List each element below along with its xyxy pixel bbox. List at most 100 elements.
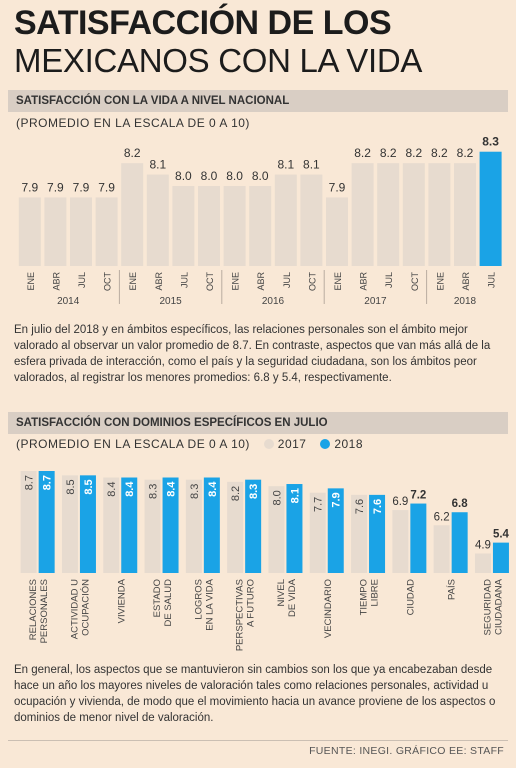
domain-category-label: DE SALUD: [163, 579, 174, 627]
timeline-value-label: 7.9: [47, 180, 64, 194]
timeline-bar: [44, 197, 67, 266]
timeline-month-label: OCT: [205, 272, 215, 292]
domain-category-label: ESTADO: [152, 579, 163, 617]
domain-bar-2018: [492, 542, 509, 573]
timeline-bar: [326, 197, 348, 266]
domain-bar-2017: [227, 481, 244, 573]
domain-value-label: 7.2: [410, 490, 426, 502]
domain-bar-2018: [203, 477, 220, 573]
domain-value-label: 6.2: [434, 511, 450, 523]
domain-value-label: 8.0: [271, 490, 283, 505]
footer-divider: [8, 740, 508, 741]
timeline-year-label: 2015: [159, 296, 182, 307]
domain-category-label: PERSPECTIVAS: [235, 579, 246, 651]
domain-value-label: 8.7: [24, 475, 36, 490]
timeline-value-label: 7.9: [21, 180, 38, 194]
domain-value-label: 8.3: [148, 484, 160, 499]
timeline-value-label: 8.2: [354, 146, 371, 160]
domain-value-label: 7.9: [331, 492, 343, 507]
timeline-month-label: ABR: [154, 272, 164, 291]
domain-category-label: RELACIONES: [28, 579, 39, 640]
domain-category-label: VIVIENDA: [116, 578, 127, 623]
domain-bar-2017: [433, 525, 450, 573]
timeline-value-label: 8.0: [226, 169, 243, 183]
section1-subtitle: (PROMEDIO EN LA ESCALA DE 0 A 10): [16, 116, 250, 130]
timeline-year-label: 2016: [262, 296, 285, 307]
domain-value-label: 8.4: [106, 482, 118, 497]
timeline-bar: [428, 163, 451, 266]
main-title-line2: MEXICANOS CON LA VIDA: [14, 42, 423, 79]
section2-heading: SATISFACCIÓN CON DOMINIOS ESPECÍFICOS EN…: [8, 412, 508, 434]
domain-bar-2017: [103, 477, 120, 573]
domain-value-label: 6.9: [392, 496, 408, 508]
timeline-bar: [479, 151, 502, 266]
domain-category-label: EN LA VIDA: [204, 578, 215, 630]
domain-value-label: 8.5: [83, 479, 95, 494]
domain-bar-2018: [121, 477, 138, 573]
domain-bar-2018: [451, 512, 468, 573]
domain-value-label: 8.2: [230, 486, 242, 501]
legend-2018-label: 2018: [334, 437, 364, 451]
timeline-value-label: 7.9: [329, 180, 346, 194]
domain-value-label: 8.4: [166, 481, 178, 497]
timeline-bar: [300, 174, 323, 266]
timeline-year-label: 2014: [57, 296, 80, 307]
domain-value-label: 8.3: [189, 484, 201, 499]
domain-value-label: 7.6: [372, 499, 384, 514]
domain-value-label: 8.4: [207, 481, 219, 497]
timeline-month-label: JUL: [77, 272, 87, 288]
domain-category-label: VECINDARIO: [323, 579, 334, 638]
domain-bar-2018: [369, 494, 386, 573]
timeline-value-label: 8.2: [380, 146, 397, 160]
domain-bar-2017: [474, 553, 491, 573]
timeline-bar: [377, 163, 400, 266]
domain-value-label: 7.7: [313, 497, 325, 512]
timeline-value-label: 8.2: [124, 146, 141, 160]
domain-bar-2017: [185, 479, 202, 573]
domain-value-label: 8.5: [65, 479, 77, 494]
section2-subtitle-row: (PROMEDIO EN LA ESCALA DE 0 A 10) 2017 2…: [16, 437, 363, 451]
timeline-month-label: ENE: [128, 272, 138, 291]
timeline-value-label: 8.0: [175, 169, 192, 183]
domain-value-label: 8.7: [42, 475, 54, 490]
timeline-month-label: OCT: [307, 272, 317, 292]
legend-2018-swatch: [320, 439, 331, 449]
domain-bar-2017: [309, 492, 326, 573]
domain-category-label: LIBRE: [370, 579, 381, 606]
paragraph-2: En general, los aspectos que se mantuvie…: [14, 664, 496, 724]
timeline-bar: [146, 174, 169, 266]
domain-value-label: 7.6: [354, 499, 366, 514]
timeline-month-label: OCT: [103, 272, 113, 292]
timeline-month-label: ABR: [51, 272, 61, 291]
timeline-month-label: ENE: [435, 272, 445, 291]
timeline-month-label: JUL: [179, 272, 189, 288]
domain-bar-2017: [268, 486, 285, 573]
domain-value-label: 5.4: [493, 529, 510, 541]
timeline-bar: [249, 186, 272, 266]
timeline-month-label: JUL: [282, 272, 292, 288]
section1-heading: SATISFACCIÓN CON LA VIDA A NIVEL NACIONA…: [8, 90, 508, 112]
domain-bar-2018: [245, 479, 262, 573]
timeline-month-label: ABR: [359, 272, 369, 291]
timeline-value-label: 7.9: [73, 180, 90, 194]
domain-bar-2018: [79, 475, 96, 573]
timeline-bar: [454, 163, 476, 266]
domain-bar-2018: [162, 477, 179, 573]
timeline-value-label: 8.2: [405, 146, 422, 160]
main-title-line1: SATISFACCIÓN DE LOS: [14, 4, 392, 42]
domain-category-label: TIEMPO: [359, 579, 370, 615]
domain-category-label: LOGROS: [193, 579, 204, 620]
domain-category-label: ACTIVIDAD U: [69, 579, 80, 639]
domain-bar-2017: [144, 479, 161, 573]
domain-category-label: OCUPACIÓN: [80, 579, 91, 636]
domain-category-label: DE VIDA: [287, 578, 298, 617]
timeline-value-label: 7.9: [98, 180, 115, 194]
domain-value-label: 8.3: [248, 484, 260, 499]
domain-category-label: SEGURIDAD: [482, 579, 493, 636]
timeline-value-label: 8.3: [482, 135, 499, 149]
source-footer: FUENTE: INEGI. GRÁFICO EE: STAFF: [309, 745, 504, 757]
legend-2017-swatch: [263, 439, 274, 449]
domain-bar-2017: [61, 475, 78, 573]
timeline-value-label: 8.1: [277, 158, 294, 172]
domain-bar-2018: [410, 503, 427, 573]
